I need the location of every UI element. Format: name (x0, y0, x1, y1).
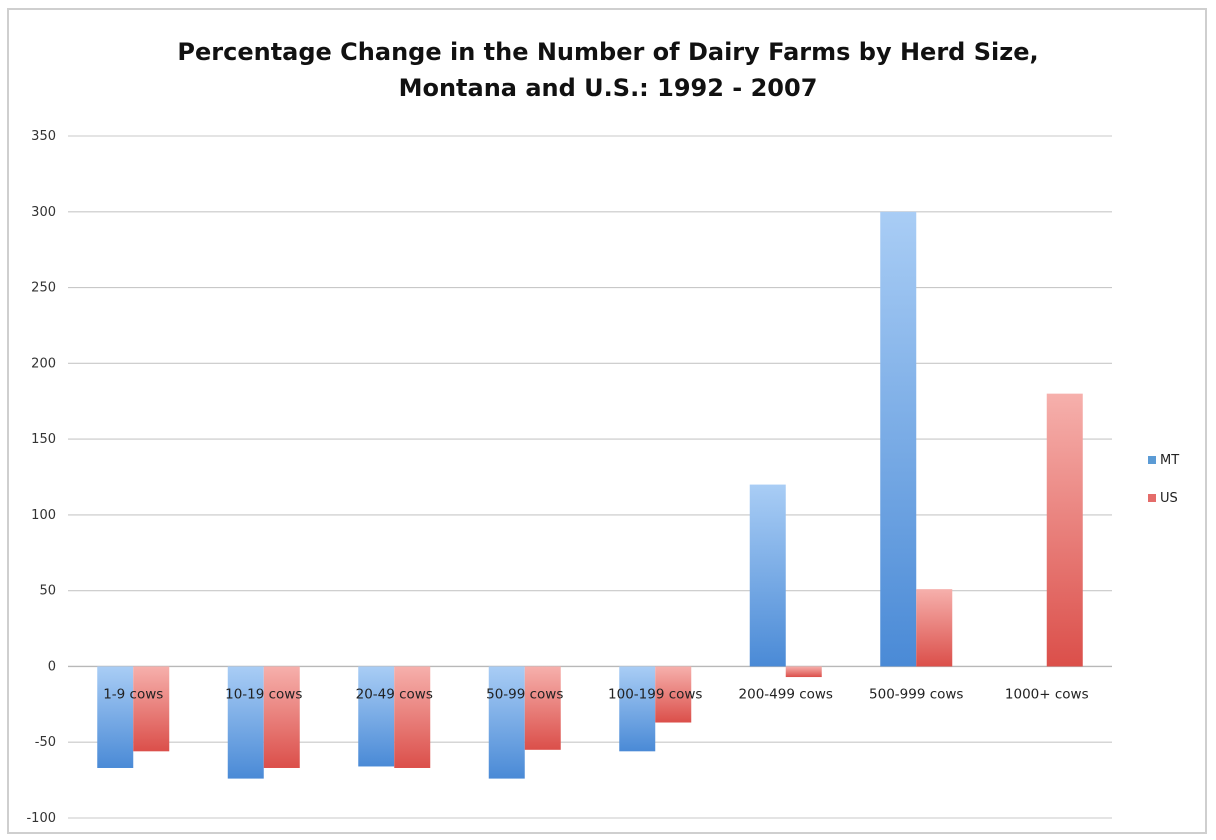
x-tick-label: 1000+ cows (1005, 686, 1089, 702)
legend-swatch-mt (1148, 456, 1156, 464)
y-tick-label: 50 (39, 584, 56, 599)
bar-us-4 (655, 666, 692, 723)
x-tick-label: 1-9 cows (103, 686, 163, 702)
bar-mt-6 (880, 211, 917, 667)
bar-mt-2 (358, 666, 395, 767)
y-tick-label: 350 (31, 129, 56, 144)
bar-mt-5 (749, 484, 786, 667)
bar-mt-4 (619, 666, 656, 752)
chart-title-line1: Percentage Change in the Number of Dairy… (177, 38, 1039, 66)
bar-mt-0 (97, 666, 134, 768)
legend-swatch-us (1148, 494, 1156, 502)
bar-us-0 (133, 666, 170, 752)
bar-mt-3 (488, 666, 525, 779)
legend-label-mt: MT (1160, 453, 1179, 468)
bars (97, 211, 1083, 779)
y-tick-label: 200 (31, 356, 56, 371)
x-axis: 1-9 cows 10-19 cows 20-49 cows 50-99 cows 10… (103, 686, 1088, 702)
y-axis: 350 300 250 200 150 100 50 0 -50 -100 (26, 129, 56, 826)
gridlines (68, 135, 1112, 819)
y-tick-label: 0 (48, 659, 56, 674)
bar-us-2 (394, 666, 431, 768)
y-tick-label: -50 (35, 735, 56, 750)
bar-us-3 (524, 666, 561, 750)
y-tick-label: 150 (31, 432, 56, 447)
legend-label-us: US (1160, 491, 1178, 506)
y-tick-label: -100 (26, 811, 56, 826)
x-tick-label: 10-19 cows (225, 686, 302, 702)
y-tick-label: 300 (31, 205, 56, 220)
chart-frame (7, 8, 1207, 834)
y-tick-label: 100 (31, 508, 56, 523)
bar-us-5 (785, 666, 822, 678)
chart-title-line2: Montana and U.S.: 1992 - 2007 (398, 74, 818, 102)
bar-us-6 (916, 589, 953, 667)
x-tick-label: 500-999 cows (869, 686, 963, 702)
x-tick-label: 20-49 cows (356, 686, 433, 702)
x-tick-label: 50-99 cows (486, 686, 563, 702)
bar-mt-1 (227, 666, 264, 779)
y-tick-label: 250 (31, 281, 56, 296)
chart-title: Percentage Change in the Number of Dairy… (0, 34, 1216, 106)
bar-us-7 (1046, 393, 1083, 667)
legend: MT US (1148, 453, 1179, 506)
x-tick-label: 100-199 cows (608, 686, 702, 702)
x-tick-label: 200-499 cows (739, 686, 833, 702)
bar-us-1 (263, 666, 300, 768)
